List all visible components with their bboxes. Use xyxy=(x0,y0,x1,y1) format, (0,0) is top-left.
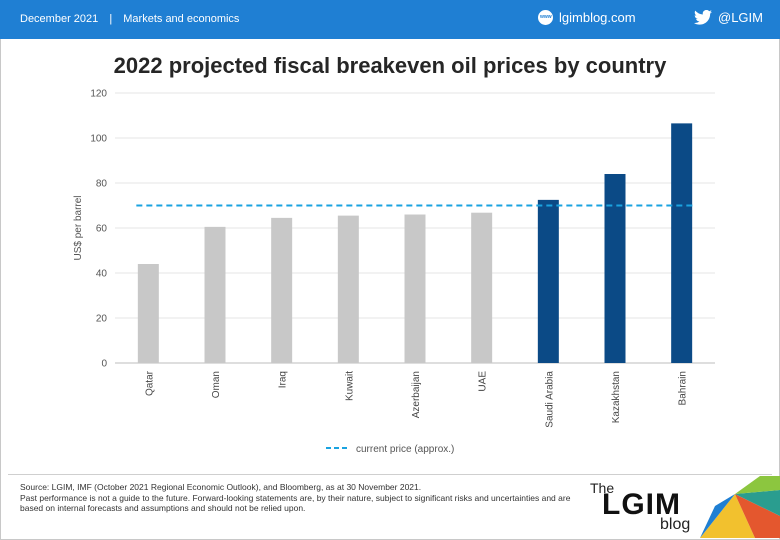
site-link[interactable]: lgimblog.com xyxy=(538,10,636,25)
header-date: December 2021 xyxy=(20,13,99,25)
y-tick-label: 20 xyxy=(96,314,108,325)
bars xyxy=(137,123,693,363)
y-tick-label: 100 xyxy=(90,134,107,145)
y-tick-label: 120 xyxy=(90,89,107,100)
x-tick-label: Kuwait xyxy=(344,371,355,401)
bar xyxy=(471,212,493,363)
bar xyxy=(271,217,293,363)
x-tick-label: Kazakhstan xyxy=(611,371,622,423)
twitter-handle: @LGIM xyxy=(718,10,763,25)
logo-blog: blog xyxy=(660,516,691,533)
globe-icon xyxy=(538,10,553,25)
bar xyxy=(404,214,426,363)
lgim-blog-logo: The LGIM blog xyxy=(580,476,780,538)
x-tick-label: Oman xyxy=(211,371,222,398)
y-tick-label: 40 xyxy=(96,269,108,280)
twitter-icon xyxy=(694,10,712,25)
y-tick-label: 80 xyxy=(96,179,108,190)
source-note: Source: LGIM, IMF (October 2021 Regional… xyxy=(20,482,580,514)
x-tick-label: Saudi Arabia xyxy=(544,371,555,428)
header-bar: December 2021 | Markets and economics lg… xyxy=(0,0,780,39)
bar xyxy=(337,215,359,363)
footer-divider xyxy=(8,474,772,475)
x-tick-label: Iraq xyxy=(278,371,289,388)
bar-chart: 0 20 40 60 80 100 120 Qatar Oman Iraq Kuwait Azerb… xyxy=(73,89,715,455)
y-tick-label: 0 xyxy=(101,359,107,370)
site-label: lgimblog.com xyxy=(559,10,636,25)
logo-the: The xyxy=(590,480,615,496)
chart-title: 2022 projected fiscal breakeven oil pric… xyxy=(113,53,667,78)
legend: current price (approx.) xyxy=(326,444,454,455)
bar xyxy=(604,174,626,363)
bar xyxy=(671,123,693,363)
bar xyxy=(204,226,226,363)
y-axis-tick-labels: 0 20 40 60 80 100 120 xyxy=(90,89,107,370)
twitter-link[interactable]: @LGIM xyxy=(694,10,763,25)
bar xyxy=(537,199,559,363)
header-separator: | xyxy=(109,13,113,25)
x-tick-label: UAE xyxy=(478,371,489,392)
y-axis-label: US$ per barrel xyxy=(73,195,84,260)
legend-label: current price (approx.) xyxy=(356,444,454,455)
source-line-1: Source: LGIM, IMF (October 2021 Regional… xyxy=(20,482,422,492)
x-tick-label: Qatar xyxy=(144,370,155,396)
x-tick-label: Bahrain xyxy=(678,371,689,405)
header-meta: December 2021 | Markets and economics xyxy=(20,13,239,25)
x-tick-label: Azerbaijan xyxy=(411,371,422,418)
x-axis-tick-labels: Qatar Oman Iraq Kuwait Azerbaijan UAE Saudi Ar… xyxy=(144,370,688,427)
y-tick-label: 60 xyxy=(96,224,108,235)
header-section[interactable]: Markets and economics xyxy=(123,13,240,25)
source-line-2: Past performance is not a guide to the f… xyxy=(20,492,571,514)
bar xyxy=(137,264,159,363)
umbrella-icon xyxy=(700,476,780,538)
logo-lgim: LGIM xyxy=(602,488,681,521)
